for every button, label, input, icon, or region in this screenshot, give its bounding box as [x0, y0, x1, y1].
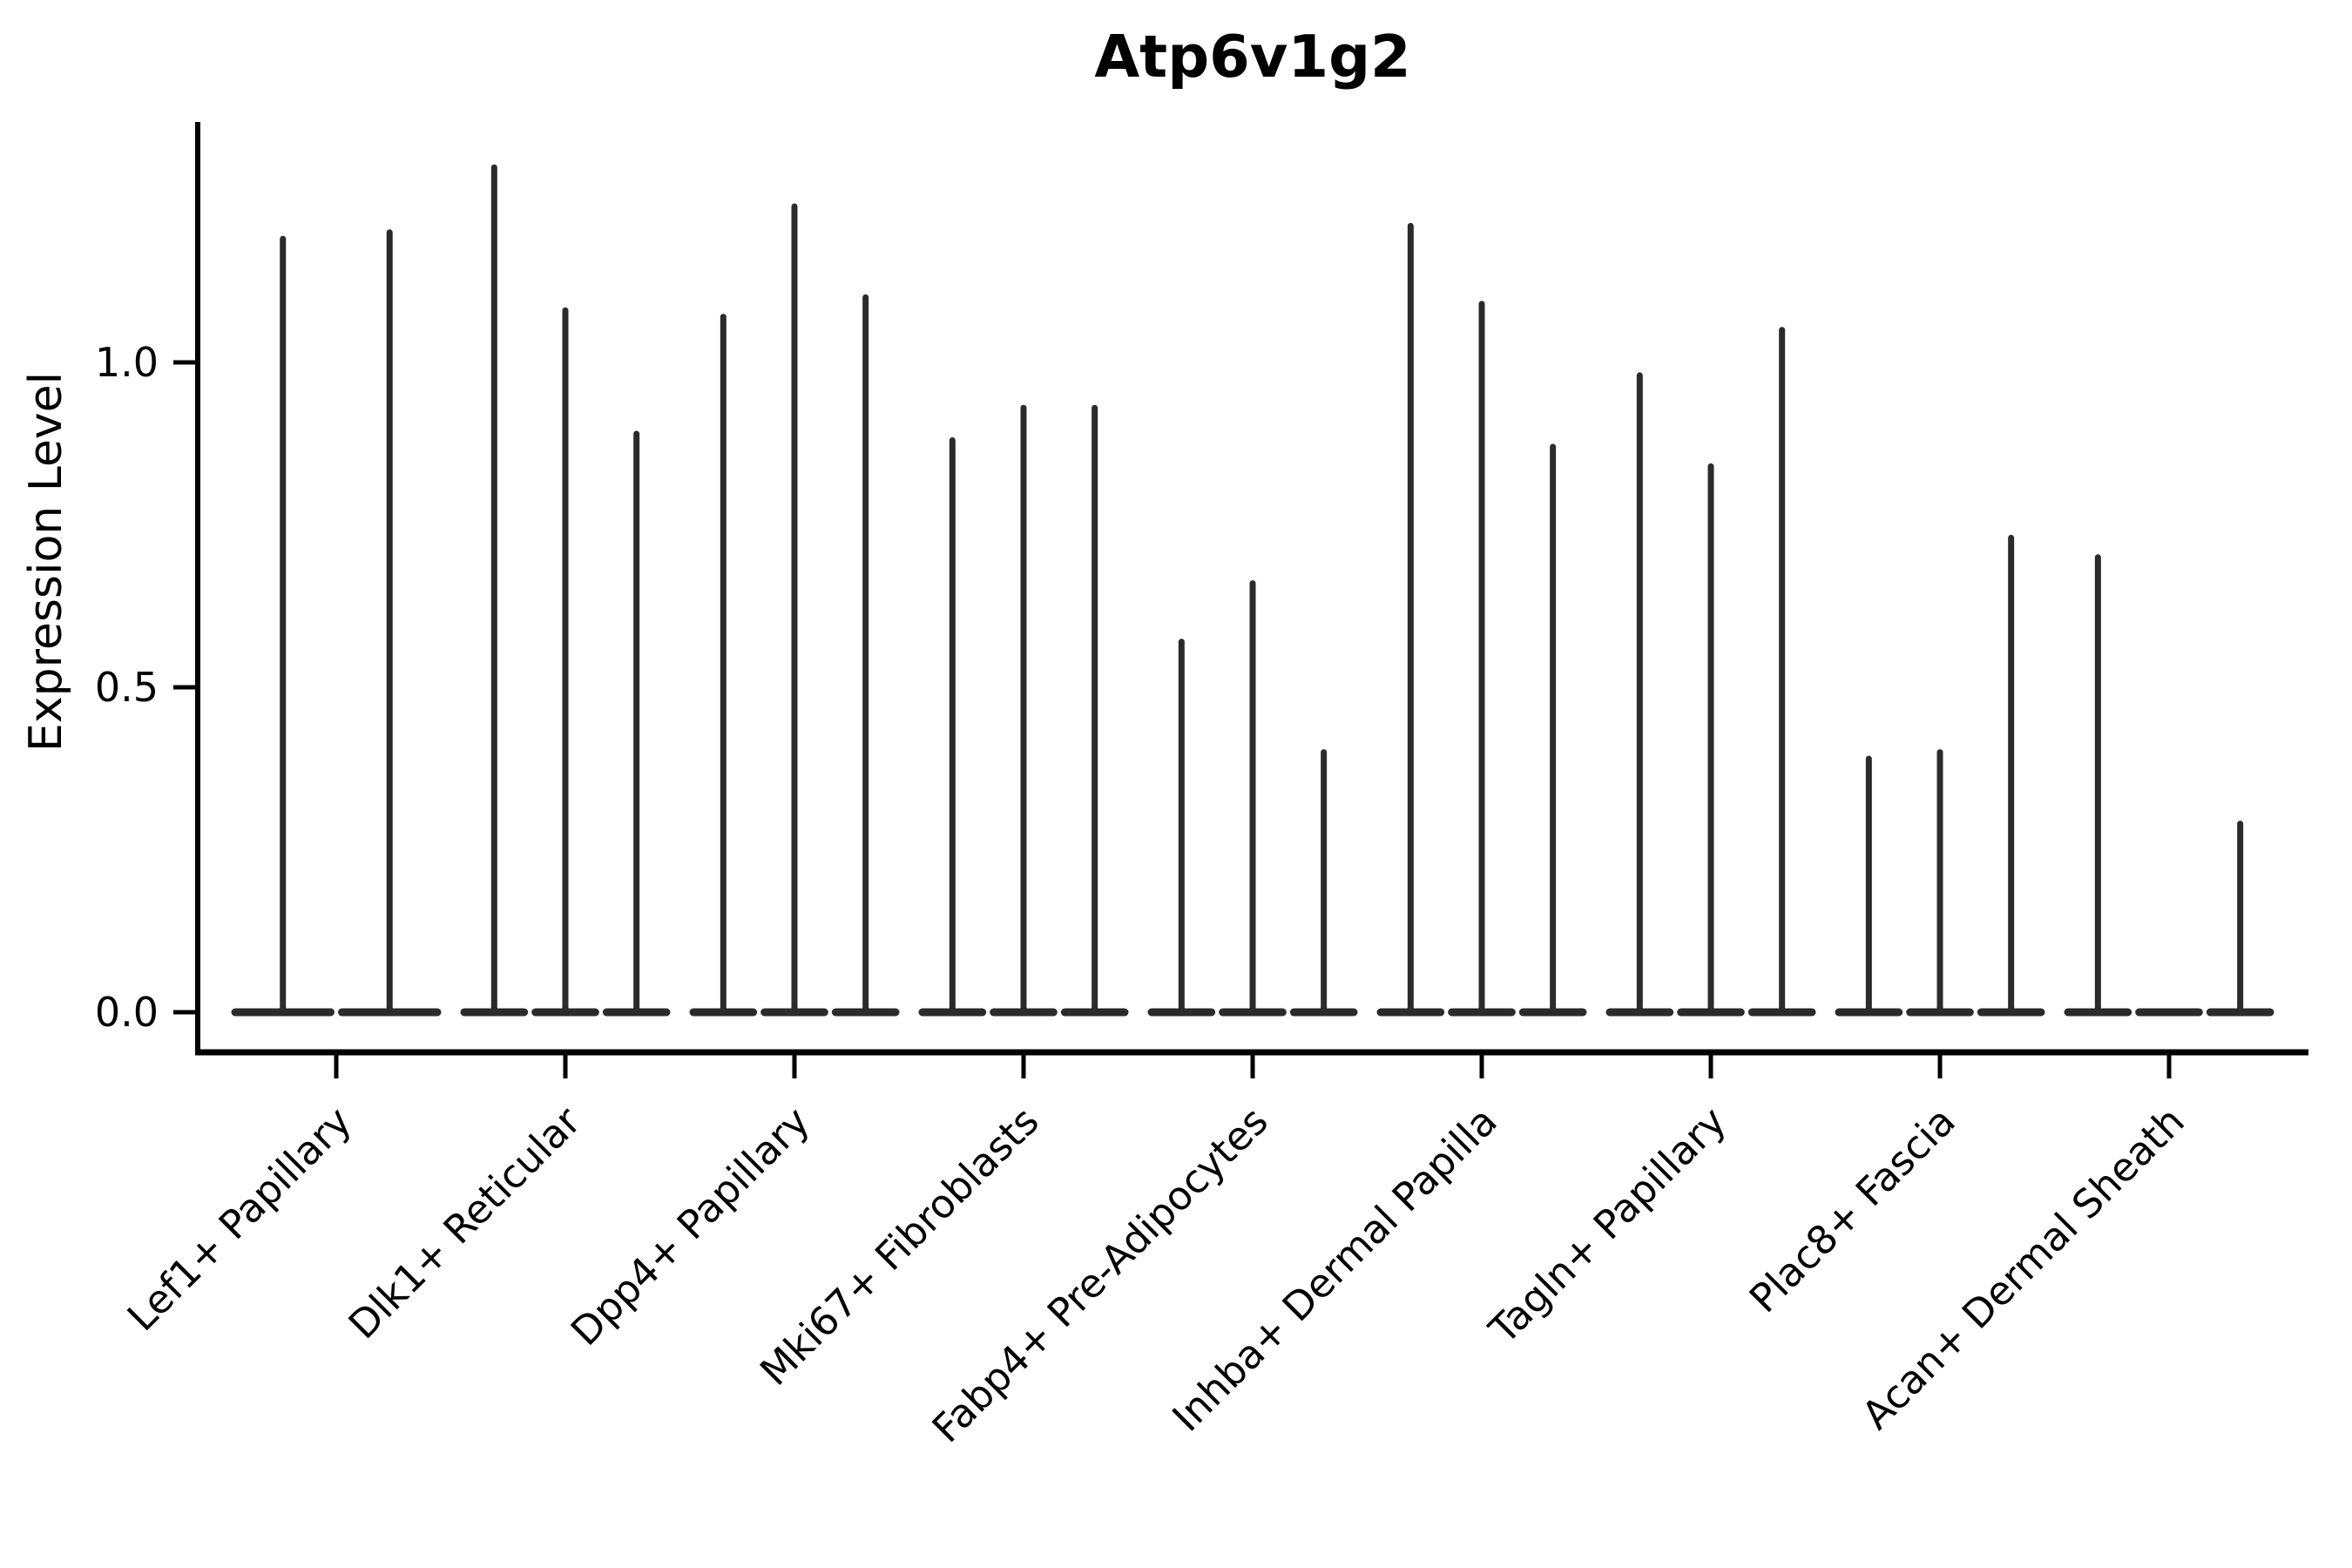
y-tick-label: 0.5: [95, 664, 159, 711]
y-axis-label: Expression Level: [20, 372, 72, 752]
x-tick-label: Dlk1+ Reticular: [340, 1098, 590, 1348]
x-tick-label: Dpp4+ Papillary: [562, 1098, 819, 1355]
violin-base: [2135, 1008, 2203, 1017]
plot-title: Atp6v1g2: [1094, 23, 1410, 91]
x-tick-label: Lef1+ Papillary: [118, 1098, 361, 1340]
x-tick-label: Tagln+ Papillary: [1480, 1098, 1735, 1353]
y-tick-label: 1.0: [95, 339, 159, 386]
y-tick-label: 0.0: [95, 989, 159, 1036]
axes: [195, 122, 2308, 1056]
x-tick-label: Plac8+ Fascia: [1740, 1098, 1964, 1321]
